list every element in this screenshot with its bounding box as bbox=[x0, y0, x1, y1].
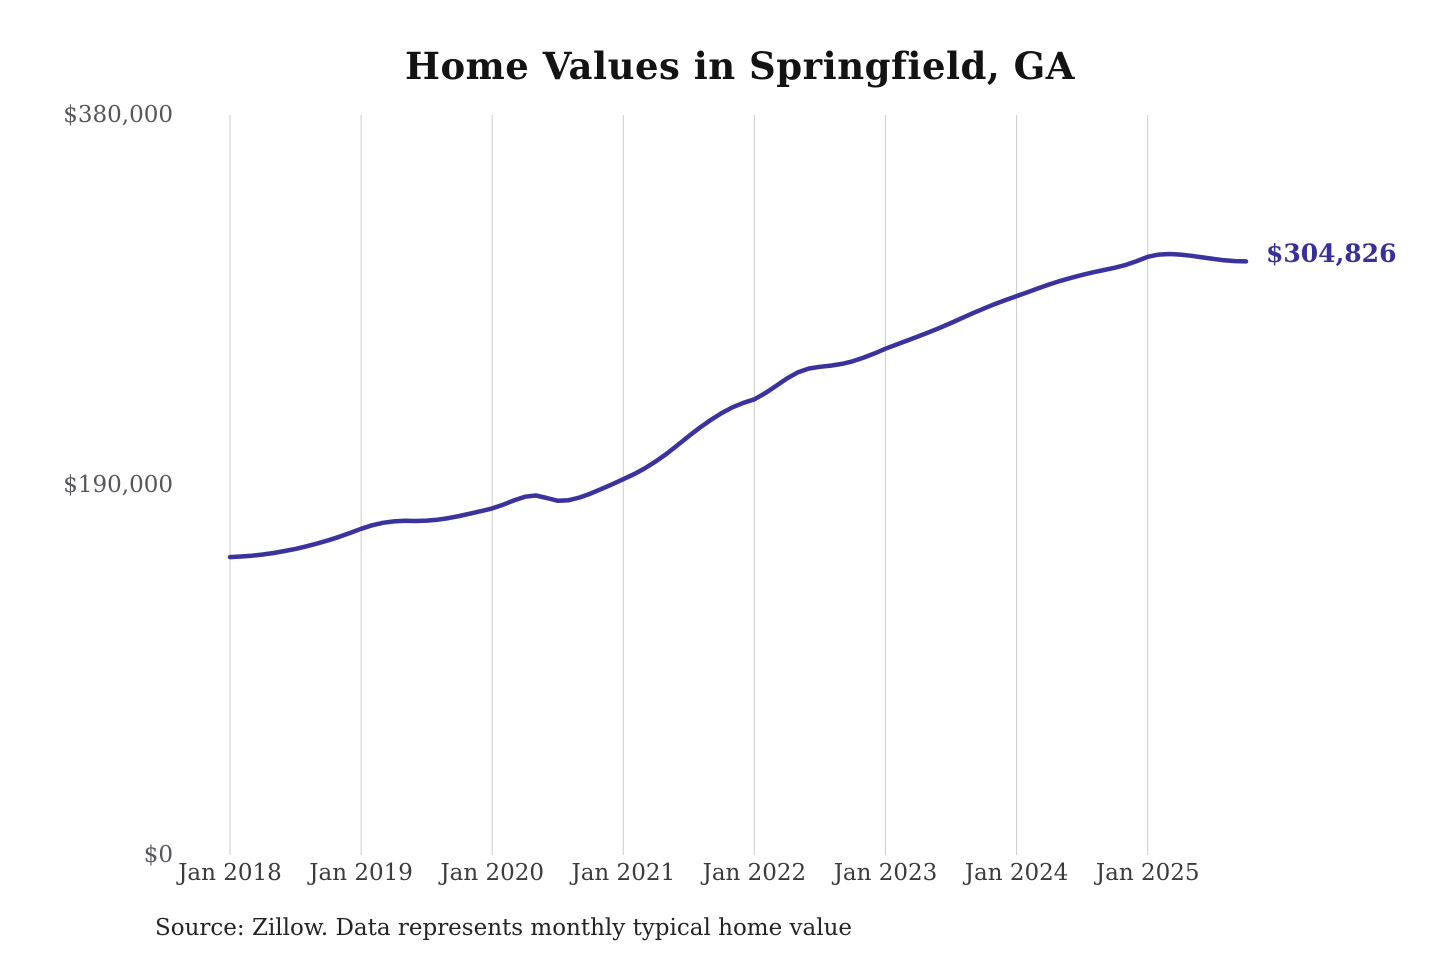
x-axis-tick-label: Jan 2022 bbox=[702, 860, 807, 886]
home-value-line bbox=[227, 251, 1249, 560]
x-axis-tick-label: Jan 2021 bbox=[571, 860, 676, 886]
y-axis-tick-label-380000: $380,000 bbox=[63, 102, 173, 128]
chart-title: Home Values in Springfield, GA bbox=[405, 44, 1075, 88]
x-axis-tick-label: Jan 2025 bbox=[1095, 860, 1200, 886]
y-axis-tick-label-0: $0 bbox=[143, 842, 173, 868]
x-axis-tick-label: Jan 2020 bbox=[440, 860, 544, 886]
x-axis-tick-label: Jan 2023 bbox=[833, 860, 938, 886]
x-axis-tick-label: Jan 2024 bbox=[964, 860, 1069, 886]
source-note: Source: Zillow. Data represents monthly … bbox=[155, 915, 853, 941]
x-axis-tick-label: Jan 2018 bbox=[178, 860, 282, 886]
latest-value-annotation: $304,826 bbox=[1266, 239, 1397, 268]
gridlines bbox=[229, 115, 1149, 855]
x-axis-tick-label: Jan 2019 bbox=[309, 860, 413, 886]
y-axis-tick-label-190000: $190,000 bbox=[63, 472, 173, 498]
